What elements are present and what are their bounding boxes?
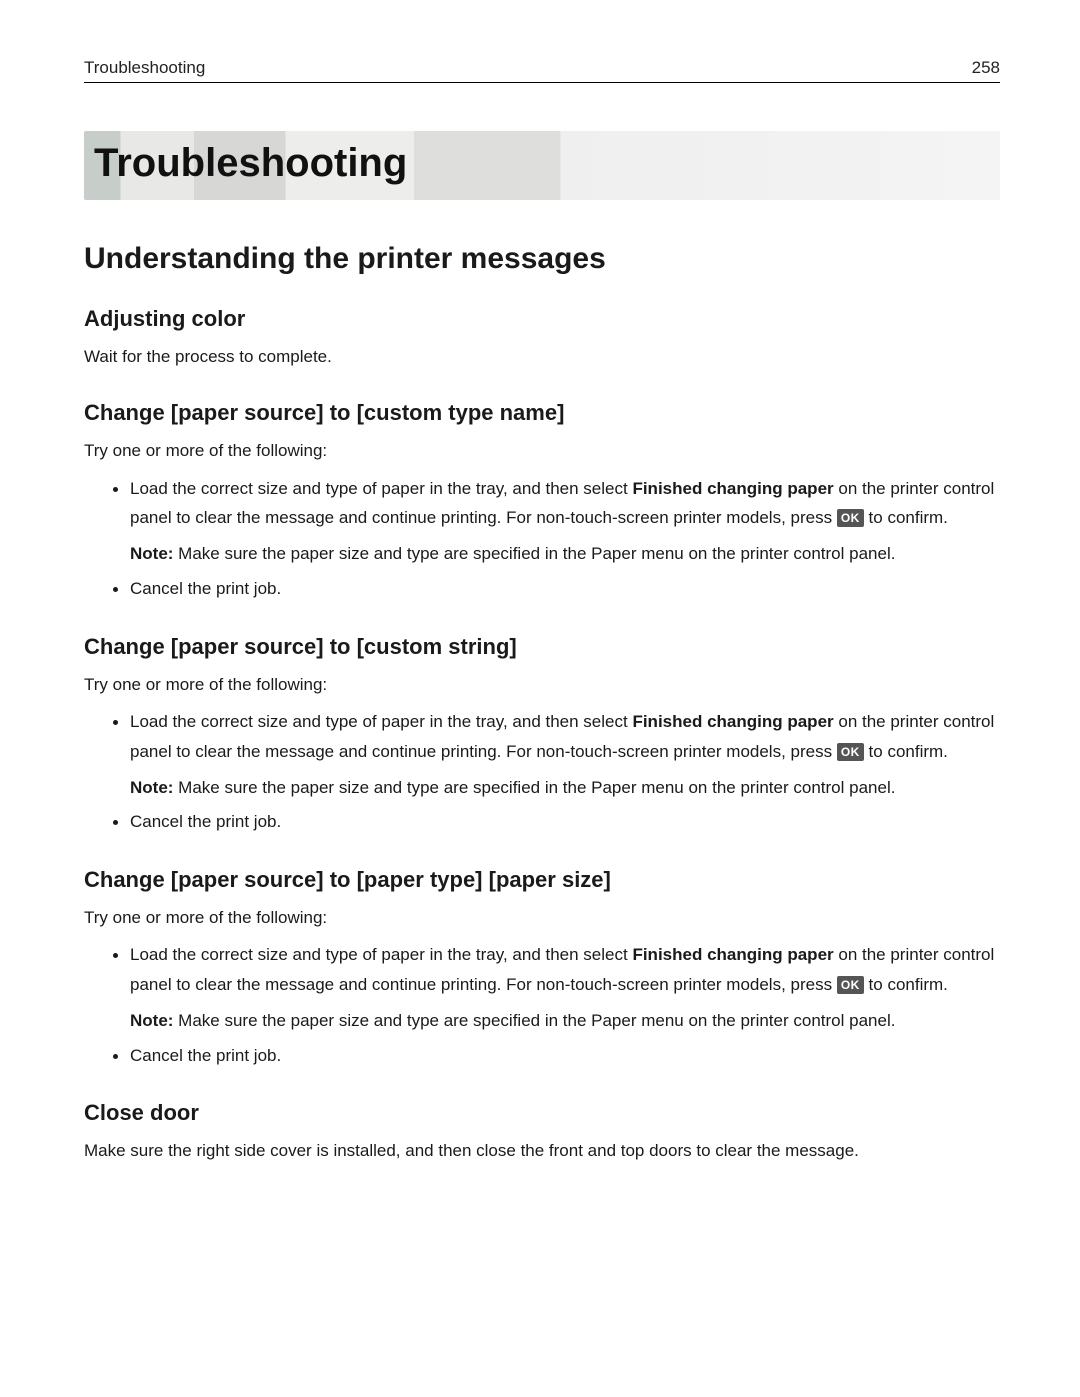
section-heading: Understanding the printer messages [84,242,1000,276]
list-text: to confirm. [864,742,948,761]
subsection-heading: Close door [84,1100,1000,1126]
body-text: Try one or more of the following: [84,672,1000,698]
body-text: Try one or more of the following: [84,905,1000,931]
chapter-title-banner: Troubleshooting [84,131,1000,200]
emphasis-text: Finished changing paper [632,479,833,498]
list-text: Load the correct size and type of paper … [130,712,632,731]
ok-button-icon: OK [837,743,864,761]
ok-button-icon: OK [837,976,864,994]
subsection-heading: Change [paper source] to [custom type na… [84,400,1000,426]
instruction-list: Load the correct size and type of paper … [84,939,1000,1070]
page-number: 258 [972,58,1000,78]
note-text: Make sure the paper size and type are sp… [173,778,895,797]
running-header: Troubleshooting 258 [84,58,1000,83]
note-text: Make sure the paper size and type are sp… [173,1011,895,1030]
chapter-title: Troubleshooting [94,141,996,186]
list-item: Cancel the print job. [130,573,1000,604]
instruction-list: Load the correct size and type of paper … [84,706,1000,837]
list-item: Load the correct size and type of paper … [130,706,1000,802]
note-line: Note: Make sure the paper size and type … [130,773,1000,803]
note-label: Note: [130,1011,173,1030]
note-label: Note: [130,544,173,563]
note-label: Note: [130,778,173,797]
body-text: Try one or more of the following: [84,438,1000,464]
list-item: Load the correct size and type of paper … [130,939,1000,1035]
list-item: Cancel the print job. [130,1040,1000,1071]
running-title: Troubleshooting [84,58,205,78]
list-text: to confirm. [864,975,948,994]
note-line: Note: Make sure the paper size and type … [130,539,1000,569]
body-text: Wait for the process to complete. [84,344,1000,370]
list-text: Load the correct size and type of paper … [130,945,632,964]
list-item: Cancel the print job. [130,806,1000,837]
list-text: Load the correct size and type of paper … [130,479,632,498]
ok-button-icon: OK [837,509,864,527]
page: Troubleshooting 258 Troubleshooting Unde… [0,0,1080,1397]
body-text: Make sure the right side cover is instal… [84,1138,1000,1164]
emphasis-text: Finished changing paper [632,945,833,964]
instruction-list: Load the correct size and type of paper … [84,473,1000,604]
emphasis-text: Finished changing paper [632,712,833,731]
note-text: Make sure the paper size and type are sp… [173,544,895,563]
list-text: to confirm. [864,508,948,527]
note-line: Note: Make sure the paper size and type … [130,1006,1000,1036]
subsection-heading: Change [paper source] to [custom string] [84,634,1000,660]
subsection-heading: Change [paper source] to [paper type] [p… [84,867,1000,893]
list-item: Load the correct size and type of paper … [130,473,1000,569]
subsection-heading: Adjusting color [84,306,1000,332]
